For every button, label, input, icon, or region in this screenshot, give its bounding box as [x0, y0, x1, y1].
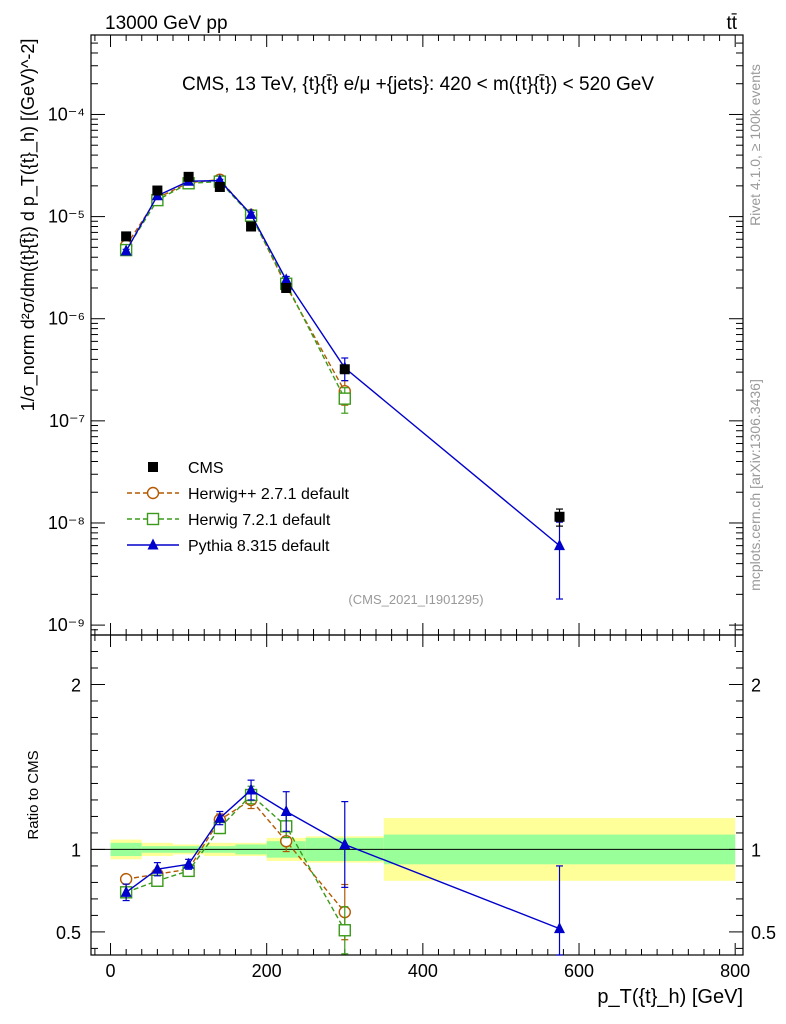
ratio-point-1 [338, 924, 351, 937]
x-tick-label: 0 [106, 961, 116, 981]
ratio-frame [90, 634, 744, 956]
legend-label: Herwig 7.2.1 default [188, 512, 331, 529]
analysis-id: (CMS_2021_I1901295) [348, 592, 483, 607]
cms-data-point [246, 221, 257, 232]
ratio-point-2 [214, 811, 226, 823]
cms-data-point [183, 171, 194, 182]
ratio-tick-label: 1 [751, 840, 761, 860]
cms-data-point [152, 185, 163, 196]
ratio-y-axis-label: Ratio to CMS [25, 750, 42, 839]
ratio-point-2 [245, 783, 257, 795]
cms-data-point [281, 282, 292, 293]
process-label: tt̄ [726, 13, 737, 34]
legend-label: CMS [188, 460, 224, 477]
rivet-version-label: Rivet 4.1.0, ≥ 100k events [747, 64, 763, 226]
cms-data-point [121, 231, 132, 242]
legend-marker [147, 538, 159, 550]
ratio-tick-label: 0.5 [751, 923, 776, 943]
series-point-1 [338, 392, 351, 405]
x-tick-label: 400 [408, 961, 438, 981]
ratio-point-2 [339, 837, 351, 849]
series-point-2 [554, 539, 566, 551]
ratio-point-2 [120, 885, 132, 897]
legend-label: Pythia 8.315 default [188, 538, 330, 555]
cms-data-point [339, 364, 350, 375]
series-point-2 [120, 244, 132, 256]
legend-marker [146, 486, 160, 500]
ratio-point-2 [554, 922, 566, 934]
series-line-2 [125, 179, 560, 547]
legend-label: Herwig++ 2.7.1 default [188, 486, 350, 503]
cms-data-point [554, 511, 565, 522]
plot-title: CMS, 13 TeV, {t}{t̄} e/μ +{jets}: 420 < … [182, 74, 654, 95]
y-tick-label: 10⁻⁷ [49, 411, 85, 431]
y-tick-label: 10⁻⁵ [48, 207, 85, 227]
energy-label: 13000 GeV pp [105, 13, 228, 34]
series-line-0 [125, 178, 346, 392]
x-tick-label: 600 [564, 961, 594, 981]
x-tick-label: 800 [720, 961, 750, 981]
main-panel: 10⁻⁹ 10⁻⁸ 10⁻⁷ 10⁻⁶ 10⁻⁵ 10⁻⁴ [48, 34, 744, 955]
series-line-1 [125, 180, 346, 399]
x-axis-label: p_T({t}_h) [GeV] [597, 986, 743, 1008]
y-tick-label: 10⁻⁶ [48, 309, 85, 329]
ratio-tick-label: 2 [71, 675, 81, 695]
mcplots-label: mcplots.cern.ch [arXiv:1306.3436] [747, 379, 763, 591]
x-tick-label: 200 [252, 961, 282, 981]
legend-marker [148, 462, 158, 472]
ratio-line-2 [125, 789, 560, 930]
cms-data-point [214, 181, 225, 192]
y-tick-label: 10⁻⁴ [48, 104, 85, 124]
series-point-2 [280, 273, 292, 285]
ratio-point-2 [151, 862, 163, 874]
ratio-point-2 [183, 857, 195, 869]
series-point-2 [245, 207, 257, 219]
y-tick-label: 10⁻⁹ [48, 615, 85, 635]
legend-marker [146, 512, 160, 526]
ratio-point-2 [280, 804, 292, 816]
main-y-axis-label: 1/σ_norm d²σ/dm({t}{t̄}) d p_T({t}_h) [(… [18, 39, 39, 412]
y-tick-label: 10⁻⁸ [48, 513, 85, 533]
legend: CMS Herwig++ 2.7.1 default Herwig 7.2.1 de… [127, 460, 350, 555]
ratio-point-0 [119, 872, 133, 886]
ratio-tick-label: 1 [71, 840, 81, 860]
ratio-point-1 [151, 874, 164, 887]
ratio-tick-label: 2 [751, 675, 761, 695]
ratio-tick-label: 0.5 [56, 923, 81, 943]
